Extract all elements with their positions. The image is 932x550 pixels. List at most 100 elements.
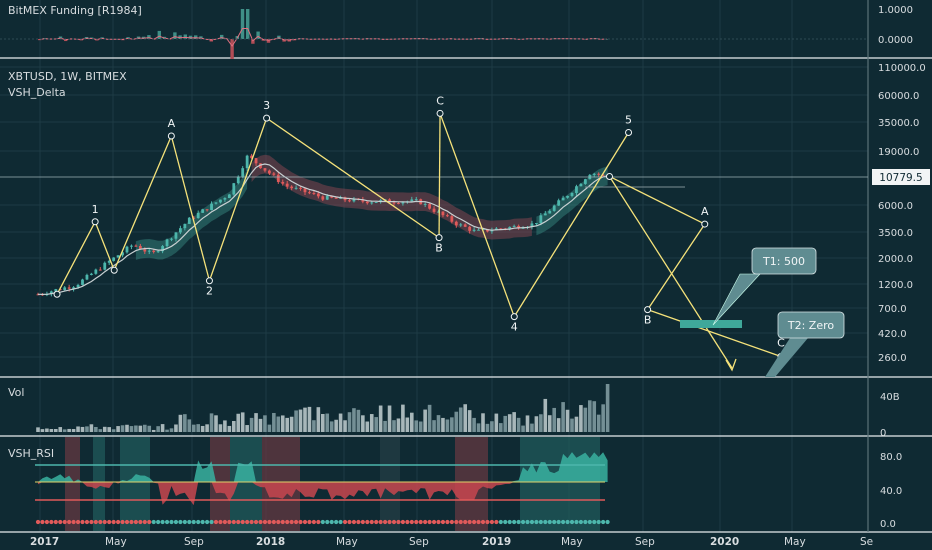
candle-body-55 (281, 181, 285, 184)
candle-body-40 (214, 202, 218, 204)
volume-bar-47 (245, 425, 249, 432)
volume-bar-68 (338, 413, 343, 432)
candle-body-116 (552, 205, 556, 211)
rsi-dot-111 (529, 519, 535, 525)
rsi-dot-59 (298, 519, 303, 525)
rsi-dot-21 (129, 519, 134, 525)
volume-bar-56 (285, 417, 289, 432)
candle-body-48 (250, 155, 253, 159)
candle-body-70 (348, 200, 351, 202)
candle-body-90 (437, 211, 440, 213)
rsi-dot-5 (58, 519, 63, 525)
candle-body-23 (138, 245, 142, 250)
rsi-dot-95 (458, 519, 463, 525)
volume-bar-54 (276, 416, 281, 432)
rsi-dot-73 (360, 519, 365, 525)
rsi-dot-22 (133, 519, 138, 525)
candle-body-44 (232, 183, 236, 195)
volume-bar-81 (396, 418, 401, 432)
wave-segment-10 (647, 223, 706, 310)
volume-bar-88 (427, 404, 432, 432)
candle-body-127 (601, 174, 605, 176)
volume-bar-79 (387, 405, 392, 432)
price-tick-4: 6000.0 (878, 201, 913, 212)
moving-average-line (37, 163, 608, 296)
volume-bar-15 (102, 426, 107, 432)
volume-bar-82 (401, 404, 405, 432)
candle-body-49 (254, 158, 258, 164)
volume-bar-18 (116, 426, 120, 432)
rsi-dot-50 (258, 519, 263, 525)
candle-body-43 (227, 194, 231, 199)
t2-callout-box (777, 311, 845, 339)
wave-segment-5 (266, 117, 440, 239)
candle-body-97 (468, 226, 472, 231)
volume-bar-6 (62, 429, 67, 432)
volume-bar-37 (200, 425, 205, 432)
wave-point-0 (53, 290, 61, 298)
candle-body-107 (512, 225, 516, 227)
candle-body-65 (325, 195, 329, 200)
volume-bar-98 (472, 417, 476, 432)
volume-bar-120 (570, 418, 574, 432)
time-label-9: 2020 (710, 536, 739, 548)
candle-body-61 (308, 192, 311, 194)
rsi-dot-49 (253, 519, 259, 525)
time-label-8: Sep (635, 536, 655, 548)
volume-bar-70 (347, 412, 352, 432)
volume-bar-96 (463, 404, 467, 432)
rsi-dot-71 (351, 519, 357, 525)
volume-bar-73 (361, 415, 365, 432)
candle-body-32 (179, 228, 182, 233)
volume-bar-114 (543, 398, 548, 432)
candle-body-67 (334, 197, 338, 199)
volume-bar-43 (227, 425, 232, 432)
rsi-dot-62 (311, 519, 316, 525)
candle-body-91 (441, 211, 445, 216)
price-tick-7: 1200.0 (878, 280, 913, 291)
rsi-dot-3 (49, 519, 54, 525)
funding-bar-35 (220, 34, 224, 39)
volume-bar-36 (196, 424, 200, 432)
funding-bar-44 (266, 39, 271, 43)
candles (36, 153, 609, 297)
rsi-dot-47 (245, 519, 250, 525)
rsi-dot-86 (418, 519, 423, 525)
volume-bar-128 (605, 384, 610, 432)
rsi-dot-11 (84, 519, 90, 525)
rsi-dot-105 (503, 519, 508, 525)
rsi-dot-14 (98, 519, 103, 525)
candle-body-74 (365, 201, 369, 204)
rsi-dot-68 (338, 519, 343, 525)
volume-bar-11 (85, 426, 89, 432)
volume-title: Vol (8, 386, 24, 399)
wave-label-11: A (701, 205, 709, 218)
price-tick-3: 19000.0 (878, 147, 919, 158)
candle-body-10 (81, 279, 84, 285)
rsi-dot-4 (53, 519, 58, 525)
volume-bar-87 (423, 409, 427, 432)
time-label-11: Se (860, 536, 873, 548)
wave-point-5 (263, 114, 271, 122)
wave-point-11 (701, 220, 709, 228)
candle-body-21 (130, 245, 133, 247)
time-label-6: 2019 (482, 536, 511, 548)
candle-body-109 (521, 227, 525, 229)
rsi-dot-107 (512, 519, 517, 525)
funding-bar-27 (178, 35, 182, 39)
rsi-dot-90 (436, 519, 441, 525)
funding-bar-0 (38, 39, 42, 41)
pane-dividers (0, 0, 932, 533)
candle-body-73 (361, 199, 365, 202)
vsh-band-down (251, 154, 532, 240)
volume-bar-116 (552, 407, 556, 432)
rsi-dot-115 (547, 519, 552, 525)
volume-bars (36, 384, 610, 432)
volume-bar-83 (405, 417, 410, 432)
rsi-dot-80 (391, 519, 397, 525)
candle-body-99 (477, 229, 480, 231)
rsi-dot-88 (427, 519, 432, 525)
candle-body-11 (85, 274, 89, 280)
t1-label: T1: 500 (762, 255, 805, 268)
volume-bar-69 (343, 420, 347, 432)
